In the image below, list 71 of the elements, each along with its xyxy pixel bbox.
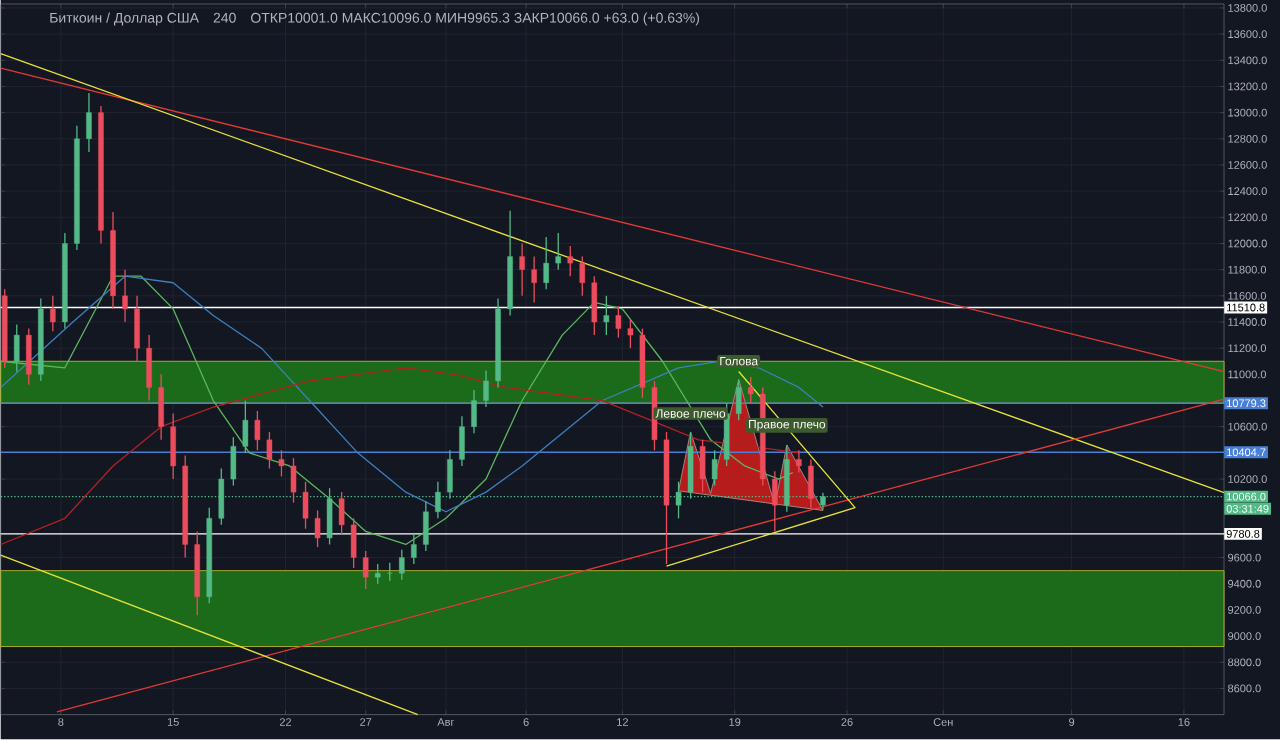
y-tick-label: 9200.0	[1228, 606, 1261, 615]
candlestick	[555, 232, 561, 271]
y-tick-label: 11200.0	[1228, 344, 1267, 353]
y-tick-label: 12200.0	[1228, 213, 1267, 222]
candlestick	[711, 449, 718, 487]
candlestick	[399, 549, 405, 581]
x-tick-label: 15	[167, 718, 179, 727]
y-tick-label: 12400.0	[1228, 187, 1267, 196]
candlestick	[386, 562, 393, 582]
annotation: Левое плечо	[655, 409, 726, 418]
ref-line-label: 10404.7	[1227, 448, 1266, 457]
y-tick-label: 11000.0	[1228, 370, 1267, 379]
candlestick	[543, 236, 549, 291]
x-tick-label: 6	[523, 718, 529, 727]
candlestick	[519, 243, 525, 297]
x-tick-label: Сен	[933, 718, 953, 727]
y-tick-label: 12000.0	[1228, 239, 1267, 248]
candlestick	[278, 449, 285, 478]
y-tick-label: 11600.0	[1228, 292, 1267, 300]
y-tick-label: 9600.0	[1228, 553, 1261, 562]
candlestick	[615, 305, 622, 339]
candlestick	[50, 295, 56, 333]
candlestick	[747, 376, 754, 404]
candlestick	[374, 563, 381, 585]
y-tick-label: 13800.0	[1228, 4, 1267, 13]
x-tick-label: 16	[1178, 718, 1190, 727]
text: 03:31:49	[1226, 505, 1269, 513]
y-tick-label: 13000.0	[1228, 108, 1267, 117]
ref-line-label: 10066.0	[1227, 492, 1266, 501]
annotation: Голова	[720, 357, 759, 366]
y-tick-label: 8600.0	[1228, 684, 1261, 693]
annotation: 240	[213, 13, 236, 23]
ref-line-label: 11510.8	[1227, 303, 1265, 312]
y-tick-label: 10600.0	[1228, 423, 1267, 431]
x-tick-label: 19	[729, 718, 741, 727]
candlestick	[796, 449, 802, 474]
y-tick-label: 13600.0	[1228, 30, 1267, 39]
ref-line-label: 9780.8	[1226, 530, 1260, 538]
y-tick-label: 11400.0	[1228, 318, 1267, 327]
x-tick-label: 8	[58, 718, 64, 727]
y-tick-label: 12600.0	[1228, 161, 1267, 170]
x-tick-label: 26	[841, 718, 853, 727]
candlestick	[531, 256, 537, 304]
candlestick	[603, 295, 610, 336]
x-tick-label: 9	[1069, 718, 1075, 727]
x-tick-label: Авг	[437, 718, 455, 726]
candlestick	[627, 318, 634, 350]
y-tick-label: 13400.0	[1228, 56, 1267, 65]
text: Биткоин / Доллар США	[50, 12, 199, 26]
candlestick	[483, 369, 489, 408]
y-tick-label: 9400.0	[1228, 580, 1261, 588]
candlestick	[314, 510, 321, 548]
y-tick-label: 9000.0	[1228, 632, 1261, 641]
ref-line-label: 10779.3	[1227, 399, 1266, 408]
candlestick	[266, 431, 273, 470]
candlestick	[411, 533, 417, 565]
y-tick-label: 12800.0	[1228, 135, 1267, 143]
x-tick-label: 27	[360, 718, 372, 727]
candlestick	[254, 410, 261, 452]
candlestick	[579, 256, 586, 297]
y-tick-label: 13200.0	[1228, 82, 1267, 91]
candlestick	[567, 245, 574, 278]
y-tick-label: 8800.0	[1228, 658, 1261, 667]
x-tick-label: 12	[617, 718, 628, 727]
x-tick-label: 22	[279, 718, 292, 727]
candlestick	[362, 550, 369, 590]
y-tick-label: 11800.0	[1228, 265, 1267, 274]
candlestick	[122, 269, 128, 323]
annotation: Правое плечо	[749, 420, 826, 432]
y-tick-label: 10200.0	[1228, 475, 1267, 484]
annotation: ОТКР10001.0 МАКС10096.0 МИН9965.3 ЗАКР10066.0 +63.0 (+0.63%)	[251, 12, 700, 26]
